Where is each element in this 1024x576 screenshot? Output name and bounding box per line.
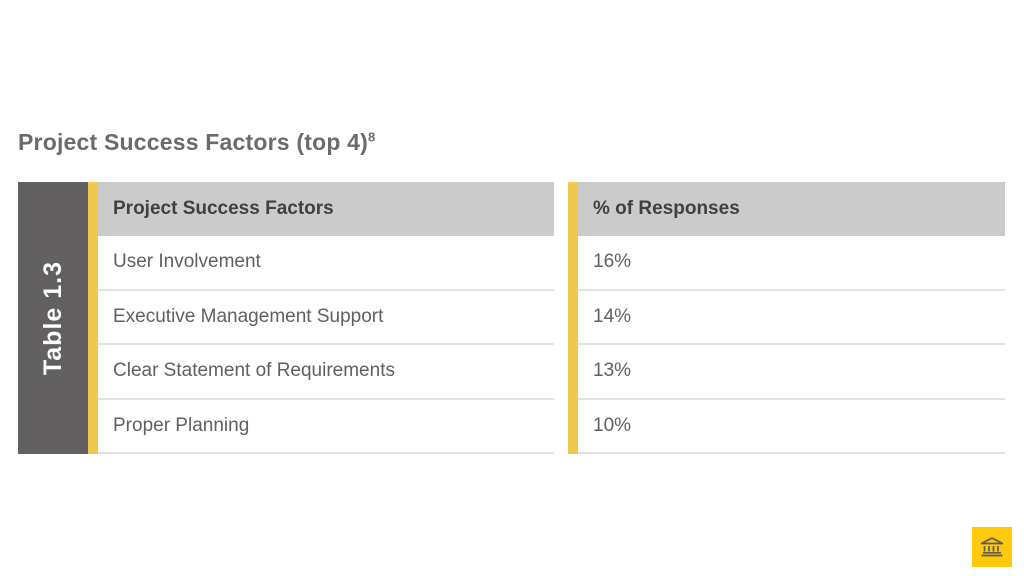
factor-cell: User Involvement [98, 236, 554, 291]
column-header-factors: Project Success Factors [98, 182, 554, 236]
column-percent: % of Responses 16% 14% 13% 10% [578, 182, 1005, 454]
page-title-text: Project Success Factors (top 4) [18, 129, 369, 155]
factor-cell: Executive Management Support [98, 290, 554, 345]
factor-cell: Proper Planning [98, 399, 554, 454]
percent-cell: 14% [578, 290, 1005, 345]
bank-button[interactable] [972, 527, 1012, 567]
table-side-tab: Table 1.3 [18, 182, 88, 454]
percent-cell: 13% [578, 345, 1005, 400]
table-side-label: Table 1.3 [38, 260, 67, 376]
factor-cell: Clear Statement of Requirements [98, 345, 554, 400]
column-factors: Project Success Factors User Involvement… [98, 182, 554, 454]
column-gap [554, 182, 568, 454]
bank-icon [979, 535, 1005, 559]
page-title-footnote: 8 [368, 129, 376, 145]
percent-cell: 10% [578, 399, 1005, 454]
column-header-percent: % of Responses [578, 182, 1005, 236]
percent-cell: 16% [578, 236, 1005, 291]
accent-bar-right [568, 182, 578, 454]
page-title: Project Success Factors (top 4)8 [18, 129, 375, 156]
accent-bar-left [88, 182, 98, 454]
table-1-3: Table 1.3 Project Success Factors User I… [18, 182, 1005, 454]
